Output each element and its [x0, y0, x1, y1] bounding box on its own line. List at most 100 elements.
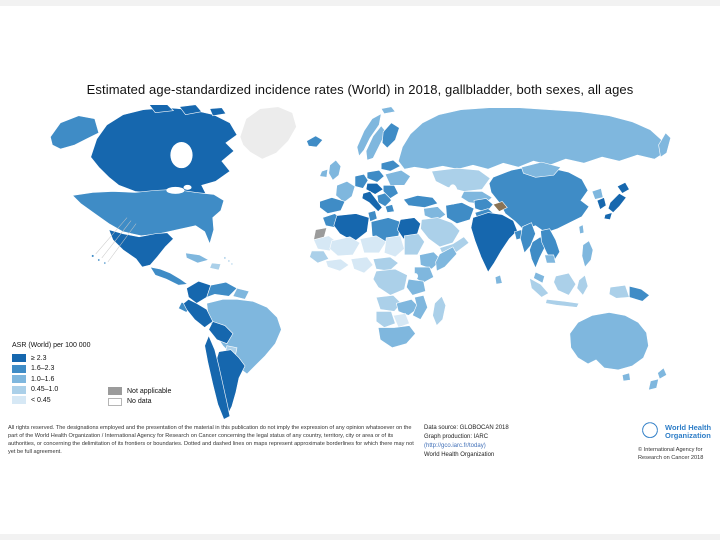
caspian-sea [447, 184, 458, 205]
lake-victoria [412, 273, 419, 280]
region-greece [384, 204, 395, 213]
legend-swatch-c4 [12, 385, 26, 394]
region-tunisia [367, 210, 378, 223]
region-arctic-island [209, 107, 227, 117]
region-cambodia [544, 254, 557, 264]
region-sri-lanka [494, 274, 503, 285]
region-somalia [435, 246, 458, 272]
region-sudan [404, 233, 425, 256]
region-chile [204, 334, 231, 420]
region-new-zealand-north [657, 367, 668, 380]
region-hispaniola [209, 262, 222, 271]
region-finland [381, 122, 400, 149]
legend-title: ASR (World) per 100 000 [12, 342, 91, 349]
legend-swatch-not-applicable [108, 387, 122, 396]
region-taiwan [578, 224, 585, 235]
region-cuba [185, 252, 210, 264]
region-hawaii [103, 261, 107, 265]
legend-extra: Not applicable No data [108, 386, 171, 407]
who-block: World Health Organization © Internationa… [638, 420, 716, 463]
great-lakes [166, 186, 185, 194]
who-name: World Health Organization [665, 422, 712, 441]
legend-row: Not applicable [108, 386, 171, 397]
region-kamchatka [658, 132, 672, 158]
legend-label-no-data: No data [127, 398, 152, 406]
region-sumatra [529, 277, 550, 298]
region-tasmania [621, 372, 631, 382]
region-borneo [553, 272, 577, 296]
who-name-line2: Organization [665, 431, 711, 440]
region-norway [356, 113, 382, 157]
region-canada [90, 107, 238, 194]
legend-swatch-no-data [108, 397, 122, 406]
region-malaysia [533, 271, 545, 284]
who-name-line1: World Health [665, 422, 712, 432]
bottom-edge [0, 534, 720, 540]
region-bolivia [208, 321, 234, 345]
who-logo-icon [639, 422, 661, 443]
region-alaska [50, 115, 100, 150]
legend-label-c4: 0.45–1.0 [31, 386, 59, 394]
region-hawaii [91, 254, 95, 258]
region-india [470, 212, 518, 273]
who-logo-row: World Health Organization [638, 420, 716, 444]
legend-swatch-c1 [12, 354, 26, 363]
great-lakes [183, 184, 192, 190]
source-block: Data source: GLOBOCAN 2018 Graph product… [424, 424, 509, 460]
region-hawaii [97, 258, 101, 262]
region-greenland [239, 106, 297, 160]
legend-label-c5: < 0.45 [31, 396, 51, 404]
region-japan-kyushu [603, 212, 613, 220]
region-iceland [306, 135, 324, 148]
region-nigeria [350, 256, 374, 274]
data-source-line: Data source: GLOBOCAN 2018 [424, 425, 509, 431]
region-philippines [581, 240, 594, 268]
region-sulawesi [576, 274, 589, 296]
black-sea [399, 188, 418, 197]
legend-swatch-c3 [12, 375, 26, 384]
who-source-line: World Health Organization [424, 452, 495, 458]
region-dr-congo [372, 268, 408, 296]
region-java [545, 298, 580, 308]
region-france [335, 180, 356, 203]
region-vietnam-laos [540, 228, 561, 264]
graph-production-line: Graph production: IARC [424, 434, 489, 440]
region-north-korea [591, 187, 604, 200]
legend-swatch-c2 [12, 364, 26, 373]
caribbean-island-dot [230, 262, 234, 266]
region-ivory-ghana [325, 258, 350, 272]
region-baltics-belarus [380, 159, 401, 172]
region-brazil [206, 299, 282, 375]
region-turkey [402, 195, 439, 208]
region-arctic-island [178, 104, 203, 116]
region-botswana [392, 313, 410, 328]
region-usa [71, 189, 225, 245]
region-svalbard [380, 106, 396, 115]
top-edge [0, 0, 720, 6]
region-russia [398, 107, 666, 170]
region-iran [445, 202, 475, 224]
region-chad [383, 235, 405, 258]
region-mozambique [412, 294, 428, 320]
region-ukraine [384, 169, 411, 186]
region-namibia [375, 311, 396, 328]
region-peru [183, 298, 214, 328]
legend-swatch-c5 [12, 396, 26, 405]
region-west-new-guinea [608, 284, 630, 299]
region-senegal-guinea [309, 250, 330, 264]
who-copyright-line2: Research on Cancer 2018 [638, 454, 704, 461]
region-mongolia [521, 161, 562, 178]
region-iberia [319, 197, 346, 214]
region-romania-bulgaria [382, 185, 399, 199]
region-kazakhstan [431, 167, 491, 192]
legend-row: ≥ 2.3 [12, 353, 242, 364]
region-ireland [319, 168, 329, 178]
hudson-bay [170, 141, 193, 169]
gco-link[interactable]: (http://gco.iarc.fr/today) [424, 443, 486, 449]
region-venezuela [206, 281, 238, 298]
lakes-and-seas [166, 141, 458, 280]
region-papua-new-guinea [629, 285, 650, 302]
region-kashmir [492, 201, 508, 212]
caribbean-island-dot [227, 259, 231, 263]
legend-label-c2: 1.6–2.3 [31, 365, 55, 373]
